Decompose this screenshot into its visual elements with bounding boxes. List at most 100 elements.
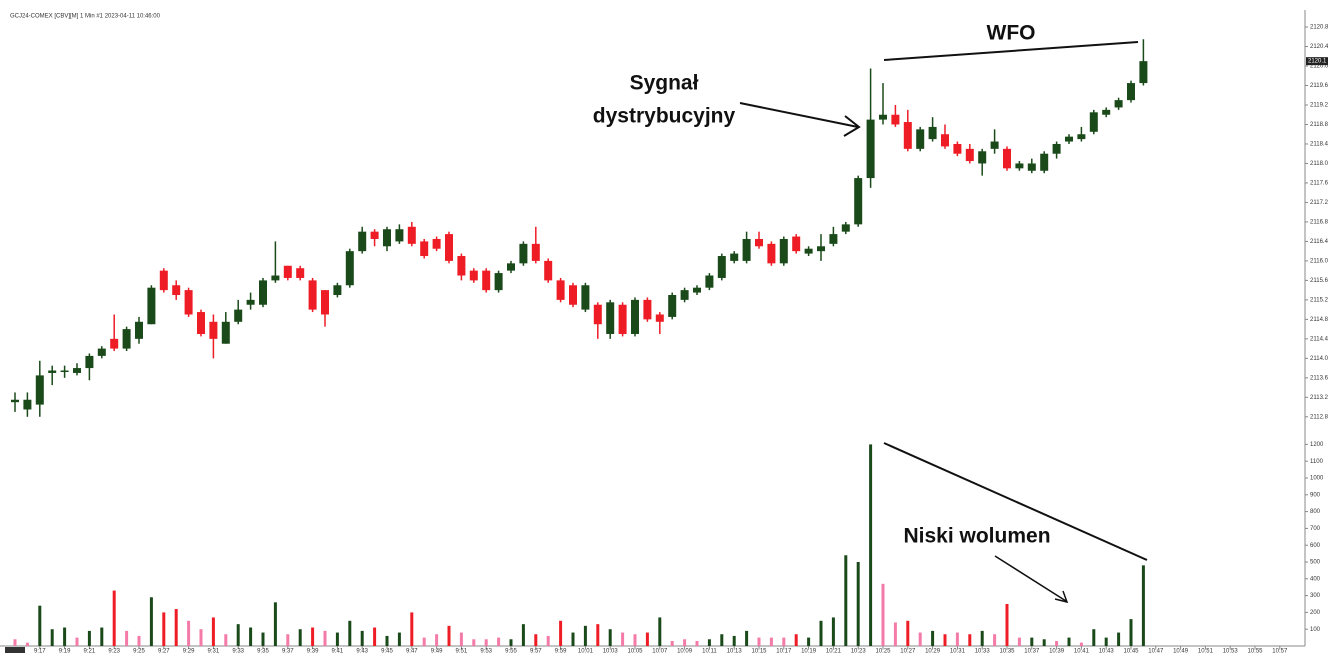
volume-bar [373, 627, 377, 646]
y-tick-label: 2116.4 [1310, 239, 1328, 245]
candle-body [556, 280, 565, 300]
candle-body [97, 348, 106, 356]
candle-body [184, 290, 193, 315]
x-tick-label: 9:17 [34, 649, 46, 653]
x-tick-label: 10:15 [751, 649, 767, 653]
x-tick-label: 10:11 [702, 649, 717, 653]
y-tick-label: 2114.4 [1310, 336, 1328, 342]
volume-bar [149, 597, 153, 646]
x-tick-label: 9:59 [555, 649, 567, 653]
volume-bar [1067, 637, 1071, 646]
volume-bar [360, 630, 364, 646]
volume-line [883, 442, 1148, 561]
volume-bar [286, 634, 290, 646]
candle-body [965, 148, 974, 162]
candle-body [197, 312, 205, 334]
volume-bar [794, 634, 798, 646]
annotation: Sygnał [630, 72, 699, 95]
y-tick-label: 2115.6 [1310, 278, 1328, 284]
x-tick-label: 9:53 [480, 649, 492, 653]
volume-bar [720, 634, 724, 646]
volume-bar [757, 637, 761, 646]
y-tick-label: 2113.2 [1310, 395, 1328, 401]
candle-body [271, 275, 280, 281]
candle-body [221, 321, 230, 344]
candle-body [1127, 83, 1135, 101]
candle-body [469, 270, 478, 281]
x-tick-label: 10:23 [851, 649, 867, 653]
volume-bar [1017, 637, 1021, 646]
y-tick-label: 2116.0 [1310, 258, 1328, 264]
signal-arrow [739, 102, 859, 128]
candle-body [879, 114, 887, 120]
volume-bar [658, 617, 662, 646]
x-tick-label: 9:49 [431, 649, 443, 653]
candle-body [792, 236, 801, 252]
volume-bar [472, 639, 476, 646]
volume-bar [397, 632, 401, 646]
candle-body [383, 229, 391, 247]
volume-bar [1092, 629, 1096, 646]
volume-bar [1117, 632, 1121, 646]
x-tick-label: 10:29 [925, 649, 941, 653]
x-tick-label: 9:55 [505, 649, 517, 653]
y-tick-label: 2118.0 [1310, 161, 1328, 167]
x-tick-label: 10:57 [1272, 649, 1288, 653]
candle-body [209, 321, 218, 339]
x-tick-label: 9:33 [232, 649, 244, 653]
candle-body [680, 290, 689, 300]
wfo-line [883, 41, 1139, 61]
y-tick-label: 500 [1310, 560, 1321, 566]
annotation: WFO [987, 22, 1036, 45]
volume-bar [683, 639, 687, 646]
volume-bar [571, 632, 575, 646]
volume-bar [521, 624, 525, 646]
volume-bar [695, 640, 699, 646]
y-tick-label: 2117.2 [1310, 200, 1328, 206]
candle-body [705, 275, 714, 288]
candle-body [482, 270, 491, 291]
volume-bar [211, 617, 215, 646]
volume-bar [1005, 604, 1009, 646]
candle-body [1139, 61, 1148, 84]
candle-body [420, 241, 429, 257]
volume-bar [112, 590, 116, 646]
y-tick-label: 700 [1310, 526, 1321, 532]
volume-bar [87, 630, 91, 646]
volume-bar [174, 609, 178, 646]
candle-body [159, 270, 168, 291]
x-tick-label: 10:55 [1247, 649, 1263, 653]
candle-body [1027, 163, 1036, 171]
candle-body [507, 263, 515, 271]
volume-bar [546, 635, 550, 646]
candle-body [531, 243, 540, 261]
volume-bar [273, 602, 277, 646]
candle-body [1003, 148, 1011, 169]
volume-bar [918, 632, 922, 646]
volume-bar [621, 632, 625, 646]
candle-body [345, 251, 354, 286]
x-tick-label: 10:19 [801, 649, 817, 653]
volume-bar [955, 632, 959, 646]
y-tick-label: 100 [1310, 627, 1321, 633]
volume-bar [385, 635, 389, 646]
y-tick-label: 1000 [1310, 476, 1324, 482]
x-tick-label: 9:29 [183, 649, 195, 653]
candle-body [1040, 153, 1049, 171]
volume-bar [534, 634, 538, 646]
volume-bar [447, 625, 451, 646]
volume-bar [410, 612, 414, 646]
candle-body [395, 229, 404, 242]
x-tick-label: 10:09 [677, 649, 693, 653]
candle-body [172, 285, 181, 295]
x-tick-label: 9:31 [208, 649, 220, 653]
candle-body [457, 256, 466, 276]
y-tick-label: 900 [1310, 492, 1321, 498]
volume-bar [224, 634, 228, 646]
candle-body [755, 238, 763, 247]
candle-body [494, 273, 503, 291]
chart-title: GCJ24-COMEX [CBV][M] 1 Min #1 2023-04-11… [10, 14, 161, 20]
y-tick-label: 1200 [1310, 442, 1324, 448]
candle-body [693, 287, 701, 293]
volume-bar [732, 635, 736, 646]
